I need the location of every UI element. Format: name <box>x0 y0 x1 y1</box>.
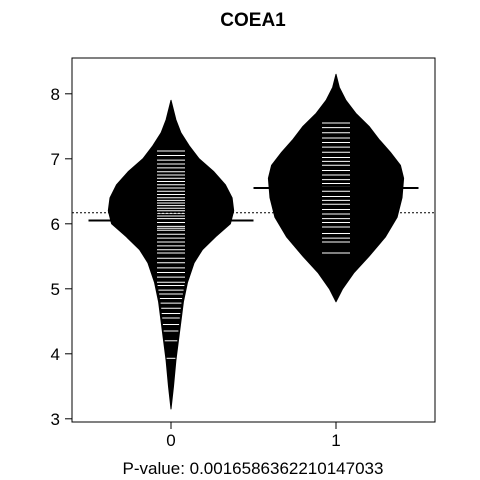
y-tick-label-7: 7 <box>51 150 60 169</box>
y-axis: 3 4 5 6 7 8 <box>51 85 72 429</box>
y-tick-label-3: 3 <box>51 410 60 429</box>
y-tick-label-8: 8 <box>51 85 60 104</box>
x-tick-label-0: 0 <box>166 431 175 450</box>
chart-title: COEA1 <box>220 10 286 31</box>
beans-layer <box>88 73 419 410</box>
y-tick-label-4: 4 <box>51 345 60 364</box>
y-tick-label-5: 5 <box>51 280 60 299</box>
x-tick-label-1: 1 <box>331 431 340 450</box>
x-axis-label: P-value: 0.00165863622101470​33 <box>123 459 384 478</box>
plot-box <box>71 57 436 423</box>
bean-shape-0 <box>107 99 235 410</box>
y-tick-label-6: 6 <box>51 215 60 234</box>
